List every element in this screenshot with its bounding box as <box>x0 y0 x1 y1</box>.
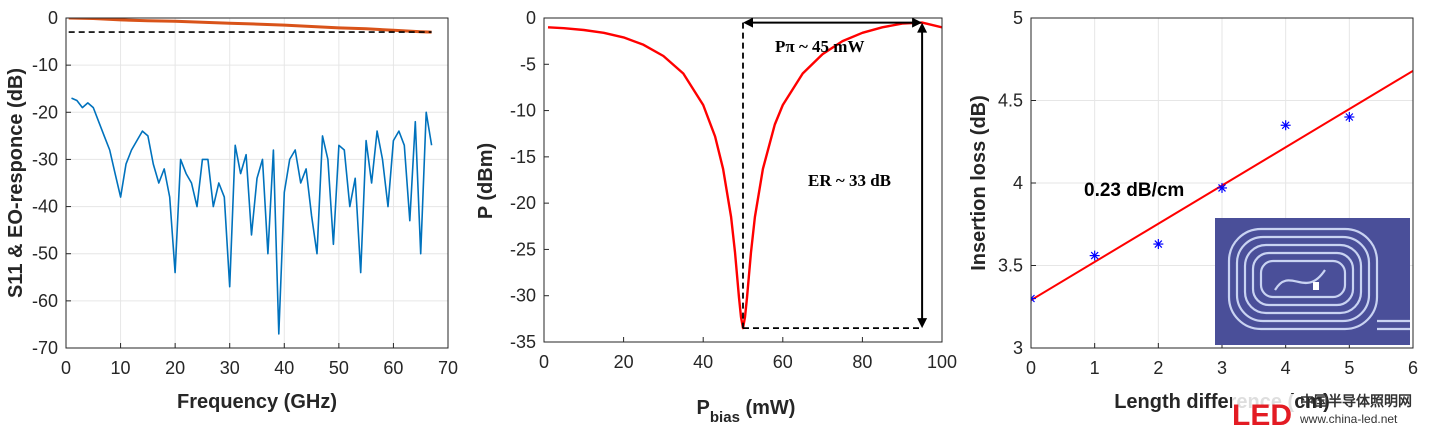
y-tick-label: -30 <box>510 286 536 306</box>
panel2-xlabel-main: P <box>697 397 710 419</box>
data-point <box>1344 112 1355 122</box>
x-tick-label: 6 <box>1408 358 1418 378</box>
x-tick-label: 70 <box>438 358 458 378</box>
panel1-series <box>68 18 433 335</box>
data-point <box>1280 120 1291 131</box>
x-tick-label: 60 <box>773 352 793 372</box>
panel2-xlabel-sub: bias <box>710 409 740 426</box>
data-point-stroke <box>1281 121 1290 130</box>
panel-s11-eo: 0 10 20 30 40 50 60 70 0 -10 -20 -30 -40 -50 -60 -70 Fr… <box>5 8 458 413</box>
data-point <box>1153 239 1164 250</box>
y-tick-label: 0 <box>526 8 536 28</box>
x-tick-label: 50 <box>329 358 349 378</box>
spiral-micrograph-inset <box>1215 218 1410 345</box>
spiral-waveguide <box>1227 227 1410 331</box>
y-tick-label: 0 <box>48 8 58 28</box>
y-tick-label: 3 <box>1013 338 1023 358</box>
watermark: LED 中国半导体照明网 www.china-led.net <box>1232 393 1412 432</box>
watermark-cn: 中国半导体照明网 <box>1300 393 1412 409</box>
y-tick-label: -60 <box>32 291 58 311</box>
x-tick-label: 100 <box>927 352 957 372</box>
panel1-grid <box>65 17 449 349</box>
y-tick-label: -50 <box>32 244 58 264</box>
x-tick-label: 60 <box>383 358 403 378</box>
panel3-ticks: 0 1 2 3 4 5 6 3 3.5 4 4.5 5 <box>998 8 1418 378</box>
data-point <box>1031 293 1036 304</box>
er-arrowhead-top <box>917 22 928 33</box>
p-pi-arrowhead-right <box>912 17 923 28</box>
y-tick-label: 4.5 <box>998 91 1023 111</box>
x-tick-label: 2 <box>1153 358 1163 378</box>
panel1-axes-box <box>65 17 449 349</box>
x-tick-label: 30 <box>220 358 240 378</box>
panel2-xlabel: Pbias (mW) <box>697 397 796 426</box>
panel2-markers <box>742 17 928 330</box>
y-tick-label: -30 <box>32 149 58 169</box>
x-tick-label: 10 <box>111 358 131 378</box>
x-tick-label: 5 <box>1344 358 1354 378</box>
y-tick-label: 3.5 <box>998 256 1023 276</box>
watermark-backdrop <box>1232 394 1294 428</box>
annotation-slope: 0.23 dB/cm <box>1084 180 1184 201</box>
x-tick-label: 0 <box>1026 358 1036 378</box>
y-tick-label: -15 <box>510 147 536 167</box>
y-tick-label: -10 <box>32 55 58 75</box>
data-point-stroke <box>1345 113 1354 121</box>
panel-insertion-loss: 0 1 2 3 4 5 6 3 3.5 4 4.5 5 0.23 dB/cm Length diffe… <box>968 8 1418 413</box>
panel1-xlabel: Frequency (GHz) <box>177 391 337 413</box>
panel2-axes-box <box>543 17 943 343</box>
y-tick-label: -35 <box>510 332 536 352</box>
panel2-xlabel-unit: (mW) <box>740 397 796 419</box>
x-tick-label: 20 <box>165 358 185 378</box>
x-tick-label: 0 <box>539 352 549 372</box>
inset-feature <box>1313 282 1319 290</box>
data-point-stroke <box>1154 240 1163 248</box>
y-tick-label: -70 <box>32 338 58 358</box>
y-tick-label: -20 <box>510 193 536 213</box>
panel3-ylabel: Insertion loss (dB) <box>968 95 990 271</box>
eo-response-line <box>68 18 432 34</box>
panel1-ticks: 0 10 20 30 40 50 60 70 0 -10 -20 -30 -40 -50 -60 -70 <box>32 8 458 378</box>
data-point-stroke <box>1090 251 1099 260</box>
watermark-logo: LED <box>1232 399 1292 432</box>
panel-transfer: 0 20 40 60 80 100 0 -5 -10 -15 -20 -25 -30 -35 Pπ ~ 4… <box>475 8 957 426</box>
y-tick-label: -5 <box>520 54 536 74</box>
panel2-ticks: 0 20 40 60 80 100 0 -5 -10 -15 -20 -25 -30 -35 <box>510 8 957 372</box>
data-point <box>1217 182 1227 193</box>
y-tick-label: -40 <box>32 197 58 217</box>
y-tick-label: 4 <box>1013 173 1023 193</box>
annotation-p-pi: Pπ ~ 45 mW <box>775 37 864 56</box>
er-arrowhead-bottom <box>917 318 928 329</box>
panel3-xlabel: Length difference (cm) <box>1114 391 1330 413</box>
data-point-stroke <box>1031 297 1035 303</box>
x-tick-label: 3 <box>1217 358 1227 378</box>
data-point-stroke <box>1218 184 1226 192</box>
panel2-ylabel: P (dBm) <box>475 143 497 219</box>
y-tick-label: -10 <box>510 101 536 121</box>
x-tick-label: 4 <box>1281 358 1291 378</box>
x-tick-label: 40 <box>693 352 713 372</box>
y-tick-label: -25 <box>510 239 536 259</box>
data-point <box>1089 250 1100 261</box>
x-tick-label: 1 <box>1090 358 1100 378</box>
s11-line <box>71 97 433 335</box>
y-tick-label: -20 <box>32 102 58 122</box>
watermark-url: www.china-led.net <box>1299 412 1398 426</box>
x-tick-label: 0 <box>61 358 71 378</box>
data-point-stroke <box>1031 294 1035 300</box>
panel3-series <box>1031 69 1413 304</box>
x-tick-label: 20 <box>614 352 634 372</box>
x-tick-label: 80 <box>852 352 872 372</box>
panel1-ylabel: S11 & EO-responce (dB) <box>5 68 27 298</box>
y-tick-label: 5 <box>1013 8 1023 28</box>
annotation-er: ER ~ 33 dB <box>808 171 891 190</box>
x-tick-label: 40 <box>274 358 294 378</box>
p-pi-arrowhead-left <box>743 17 753 28</box>
